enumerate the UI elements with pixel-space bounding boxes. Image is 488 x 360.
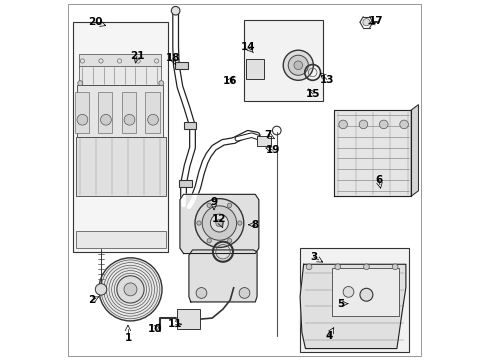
Bar xyxy=(79,66,161,85)
Circle shape xyxy=(287,55,308,75)
Circle shape xyxy=(338,120,346,129)
Bar xyxy=(98,92,112,134)
Circle shape xyxy=(147,114,158,125)
Text: 9: 9 xyxy=(210,197,217,207)
Circle shape xyxy=(99,258,162,321)
Circle shape xyxy=(159,81,163,86)
Text: 3: 3 xyxy=(309,252,317,262)
Circle shape xyxy=(305,264,311,270)
Text: 20: 20 xyxy=(88,17,102,27)
Text: 16: 16 xyxy=(223,76,237,86)
Bar xyxy=(74,92,89,134)
Text: 7: 7 xyxy=(264,130,271,140)
Text: 1: 1 xyxy=(124,333,131,343)
Circle shape xyxy=(171,6,180,15)
Bar xyxy=(179,180,191,187)
Circle shape xyxy=(359,288,372,301)
Circle shape xyxy=(283,50,313,80)
Bar xyxy=(183,122,196,129)
Bar xyxy=(122,92,136,134)
Bar xyxy=(76,137,165,196)
Circle shape xyxy=(363,264,368,270)
Circle shape xyxy=(117,276,144,303)
Polygon shape xyxy=(333,110,410,196)
Circle shape xyxy=(124,283,137,296)
Circle shape xyxy=(399,120,407,129)
Text: 2: 2 xyxy=(88,295,96,305)
Circle shape xyxy=(379,120,387,129)
Text: 11: 11 xyxy=(167,319,182,329)
Bar xyxy=(285,60,310,69)
Circle shape xyxy=(334,264,340,270)
Circle shape xyxy=(206,203,211,207)
Bar xyxy=(244,21,322,101)
Circle shape xyxy=(227,203,231,207)
Text: 10: 10 xyxy=(147,324,162,334)
Circle shape xyxy=(362,19,369,26)
Text: 12: 12 xyxy=(212,215,226,224)
Polygon shape xyxy=(188,250,257,302)
Circle shape xyxy=(202,206,236,240)
Text: 15: 15 xyxy=(305,89,319,99)
Circle shape xyxy=(77,114,88,125)
Text: 21: 21 xyxy=(129,51,144,61)
Bar xyxy=(257,136,271,146)
Text: 17: 17 xyxy=(368,17,383,27)
Circle shape xyxy=(195,199,244,247)
Polygon shape xyxy=(180,194,258,253)
Text: 6: 6 xyxy=(375,175,382,185)
Bar xyxy=(300,248,408,352)
Bar xyxy=(73,22,168,252)
Circle shape xyxy=(196,221,201,225)
Circle shape xyxy=(227,239,231,243)
Circle shape xyxy=(95,284,106,295)
Circle shape xyxy=(239,288,249,298)
Circle shape xyxy=(196,288,206,298)
Circle shape xyxy=(293,61,302,69)
Bar xyxy=(79,54,161,67)
Text: 19: 19 xyxy=(265,145,280,155)
Text: 5: 5 xyxy=(336,299,344,309)
Circle shape xyxy=(124,114,135,125)
Text: 8: 8 xyxy=(251,220,258,230)
Circle shape xyxy=(101,114,111,125)
Polygon shape xyxy=(300,264,405,348)
Bar xyxy=(177,309,200,329)
Circle shape xyxy=(210,214,228,232)
Bar xyxy=(145,92,159,134)
Bar xyxy=(77,85,163,137)
Bar xyxy=(175,62,188,69)
Text: 13: 13 xyxy=(319,75,333,85)
Bar xyxy=(76,231,165,248)
Circle shape xyxy=(358,120,367,129)
Text: 4: 4 xyxy=(325,331,332,341)
Circle shape xyxy=(391,264,397,270)
Text: 14: 14 xyxy=(240,42,255,52)
Circle shape xyxy=(237,221,242,225)
Bar xyxy=(246,59,263,79)
Text: 18: 18 xyxy=(165,53,180,63)
Circle shape xyxy=(215,220,223,226)
Circle shape xyxy=(343,287,353,297)
Circle shape xyxy=(206,239,211,243)
Circle shape xyxy=(78,81,82,86)
Bar xyxy=(332,268,398,316)
Polygon shape xyxy=(410,105,418,196)
